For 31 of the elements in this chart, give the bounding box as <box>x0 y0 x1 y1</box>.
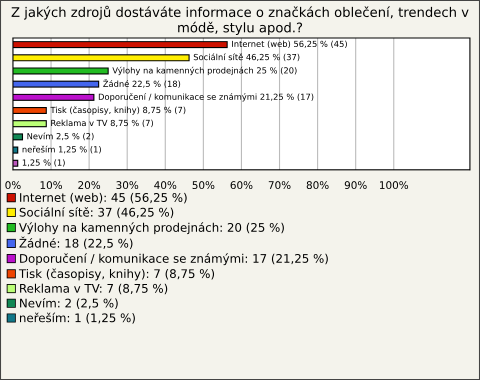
data-label: Tisk (časopisy, knihy) 8,75 % (7) <box>50 106 186 115</box>
legend-label: Internet (web): 45 (56,25 %) <box>20 192 187 204</box>
legend-label: Sociální sítě: 37 (46,25 %) <box>20 207 174 218</box>
x-tick-label: 50% <box>192 181 214 190</box>
data-label: Reklama v TV 8,75 % (7) <box>51 120 153 128</box>
x-tick-label: 100% <box>380 181 408 190</box>
x-tick-label: 30% <box>116 181 138 190</box>
data-label: Doporučení / komunikace se známými 21,25 % (17) <box>98 93 314 102</box>
legend-label: Reklama v TV: 7 (8,75 %) <box>20 284 168 294</box>
x-tick-label: 60% <box>230 181 252 190</box>
data-label: Sociální sítě 46,25 % (37) <box>194 53 300 62</box>
data-label: Výlohy na kamenných prodejnách 25 % (20) <box>112 66 297 76</box>
data-label: Žádné 22,5 % (18) <box>103 79 180 88</box>
chart-title: Z jakých zdrojů dostáváte informace o značkách oblečení, trendech v módě, stylu apod.? <box>12 6 469 36</box>
x-tick-label: 40% <box>154 181 176 190</box>
x-tick-label: 10% <box>40 181 62 190</box>
legend-label: Tisk (časopisy, knihy): 7 (8,75 %) <box>18 268 214 280</box>
data-label: neřeším 1,25 % (1) <box>22 146 101 154</box>
legend-label: Nevím: 2 (2,5 %) <box>20 298 118 309</box>
x-tick-label: 90% <box>344 181 367 190</box>
legend-label: Žádné: 18 (22,5 %) <box>19 236 132 250</box>
legend-label: Doporučení / komunikace se známými: 17 (21,25 %) <box>20 253 328 266</box>
x-tick-label: 0% <box>5 181 21 190</box>
data-label: Internet (web) 56,25 % (45) <box>232 40 347 48</box>
data-label: Nevím 2,5 % (2) <box>27 132 94 140</box>
x-tick-label: 20% <box>78 181 100 190</box>
data-label: 1,25 % (1) <box>22 159 65 167</box>
x-tick-label: 80% <box>306 181 329 190</box>
x-tick-label: 70% <box>268 181 291 190</box>
legend-label: neřeším: 1 (1,25 %) <box>20 312 135 324</box>
legend-label: Výlohy na kamenných prodejnách: 20 (25 %) <box>19 222 284 234</box>
